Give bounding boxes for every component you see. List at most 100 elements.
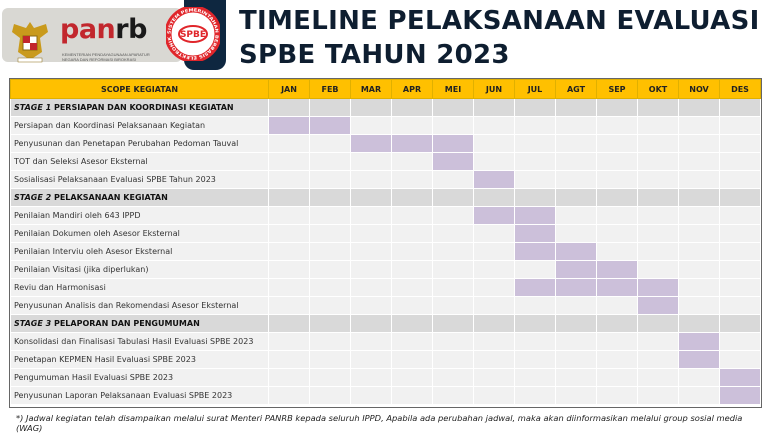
stage-row: STAGE 3 PELAPORAN DAN PENGUMUMAN — [10, 314, 761, 333]
month-cell — [555, 368, 597, 387]
timeline-bar-cell — [555, 260, 597, 279]
month-cell — [555, 116, 597, 135]
table-row: TOT dan Seleksi Asesor Eksternal — [10, 152, 761, 171]
month-cell — [678, 98, 720, 117]
month-cell — [514, 296, 556, 315]
month-cell — [719, 152, 761, 171]
month-cell — [719, 350, 761, 369]
month-cell — [268, 350, 310, 369]
month-cell — [678, 152, 720, 171]
month-cell — [391, 386, 433, 405]
month-cell — [719, 224, 761, 243]
stage-row: STAGE 2 PELAKSANAAN KEGIATAN — [10, 188, 761, 207]
month-cell — [432, 188, 474, 207]
month-cell — [309, 152, 351, 171]
month-cell — [432, 296, 474, 315]
month-cell — [637, 386, 679, 405]
month-cell — [391, 206, 433, 225]
month-cell — [514, 314, 556, 333]
month-cell — [514, 350, 556, 369]
month-cell — [719, 278, 761, 297]
month-cell — [596, 386, 638, 405]
activity-label: Penilaian Dokumen oleh Asesor Eksternal — [10, 224, 269, 243]
month-cell — [350, 296, 392, 315]
activity-label: Penilaian Interviu oleh Asesor Eksternal — [10, 242, 269, 261]
month-cell — [432, 206, 474, 225]
timeline-bar-cell — [473, 170, 515, 189]
timeline-bar-cell — [514, 278, 556, 297]
month-cell — [596, 224, 638, 243]
title-line-1: TIMELINE PELAKSANAAN EVALUASI — [239, 6, 760, 36]
month-cell — [350, 224, 392, 243]
table-row: Reviu dan Harmonisasi — [10, 278, 761, 297]
stage-row: STAGE 1 PERSIAPAN DAN KOORDINASI KEGIATA… — [10, 98, 761, 117]
month-cell — [268, 368, 310, 387]
month-cell — [350, 368, 392, 387]
garuda-emblem-icon — [12, 22, 48, 63]
table-row: Penyusunan dan Penetapan Perubahan Pedom… — [10, 134, 761, 153]
month-cell — [268, 386, 310, 405]
month-cell — [350, 188, 392, 207]
timeline-bar-cell — [719, 368, 761, 387]
month-cell — [432, 314, 474, 333]
month-cell — [473, 116, 515, 135]
month-cell — [514, 386, 556, 405]
month-cell — [391, 152, 433, 171]
timeline-bar-cell — [473, 206, 515, 225]
month-cell — [432, 242, 474, 261]
page-title: TIMELINE PELAKSANAAN EVALUASI SPBE TAHUN… — [239, 4, 760, 72]
month-cell — [473, 386, 515, 405]
month-header-jun: JUN — [473, 79, 515, 99]
month-cell — [719, 170, 761, 189]
month-cell — [309, 314, 351, 333]
month-cell — [514, 188, 556, 207]
timeline-bar-cell — [309, 116, 351, 135]
stage-number: STAGE 2 — [14, 193, 52, 202]
month-cell — [391, 296, 433, 315]
month-header-mei: MEI — [432, 79, 474, 99]
month-cell — [432, 116, 474, 135]
month-cell — [719, 242, 761, 261]
month-cell — [391, 116, 433, 135]
month-cell — [678, 224, 720, 243]
stage-name: PELAKSANAAN KEGIATAN — [51, 193, 168, 202]
month-cell — [555, 134, 597, 153]
month-cell — [268, 314, 310, 333]
month-cell — [637, 98, 679, 117]
table-row: Pengumuman Hasil Evaluasi SPBE 2023 — [10, 368, 761, 387]
timeline-bar-cell — [555, 242, 597, 261]
month-cell — [350, 152, 392, 171]
month-cell — [268, 134, 310, 153]
month-cell — [637, 314, 679, 333]
month-header-sep: SEP — [596, 79, 638, 99]
month-cell — [391, 170, 433, 189]
month-cell — [309, 386, 351, 405]
month-cell — [309, 134, 351, 153]
timeline-bar-cell — [268, 116, 310, 135]
activity-label: Penyusunan Analisis dan Rekomendasi Ases… — [10, 296, 269, 315]
month-cell — [596, 134, 638, 153]
month-cell — [555, 296, 597, 315]
month-cell — [719, 134, 761, 153]
timeline-bar-cell — [555, 278, 597, 297]
month-cell — [473, 368, 515, 387]
footnote: *) Jadwal kegiatan telah disampaikan mel… — [16, 413, 743, 433]
month-cell — [637, 368, 679, 387]
month-cell — [596, 350, 638, 369]
month-cell — [555, 170, 597, 189]
month-cell — [268, 332, 310, 351]
table-row: Penilaian Dokumen oleh Asesor Eksternal — [10, 224, 761, 243]
month-cell — [555, 332, 597, 351]
month-cell — [637, 188, 679, 207]
stage-name: PERSIAPAN DAN KOORDINASI KEGIATAN — [51, 103, 234, 112]
month-header-feb: FEB — [309, 79, 351, 99]
month-cell — [637, 350, 679, 369]
month-cell — [473, 242, 515, 261]
month-cell — [391, 350, 433, 369]
month-cell — [309, 332, 351, 351]
month-cell — [596, 314, 638, 333]
month-cell — [596, 152, 638, 171]
stage-number: STAGE 3 — [14, 319, 52, 328]
month-header-jan: JAN — [268, 79, 310, 99]
month-header-mar: MAR — [350, 79, 392, 99]
